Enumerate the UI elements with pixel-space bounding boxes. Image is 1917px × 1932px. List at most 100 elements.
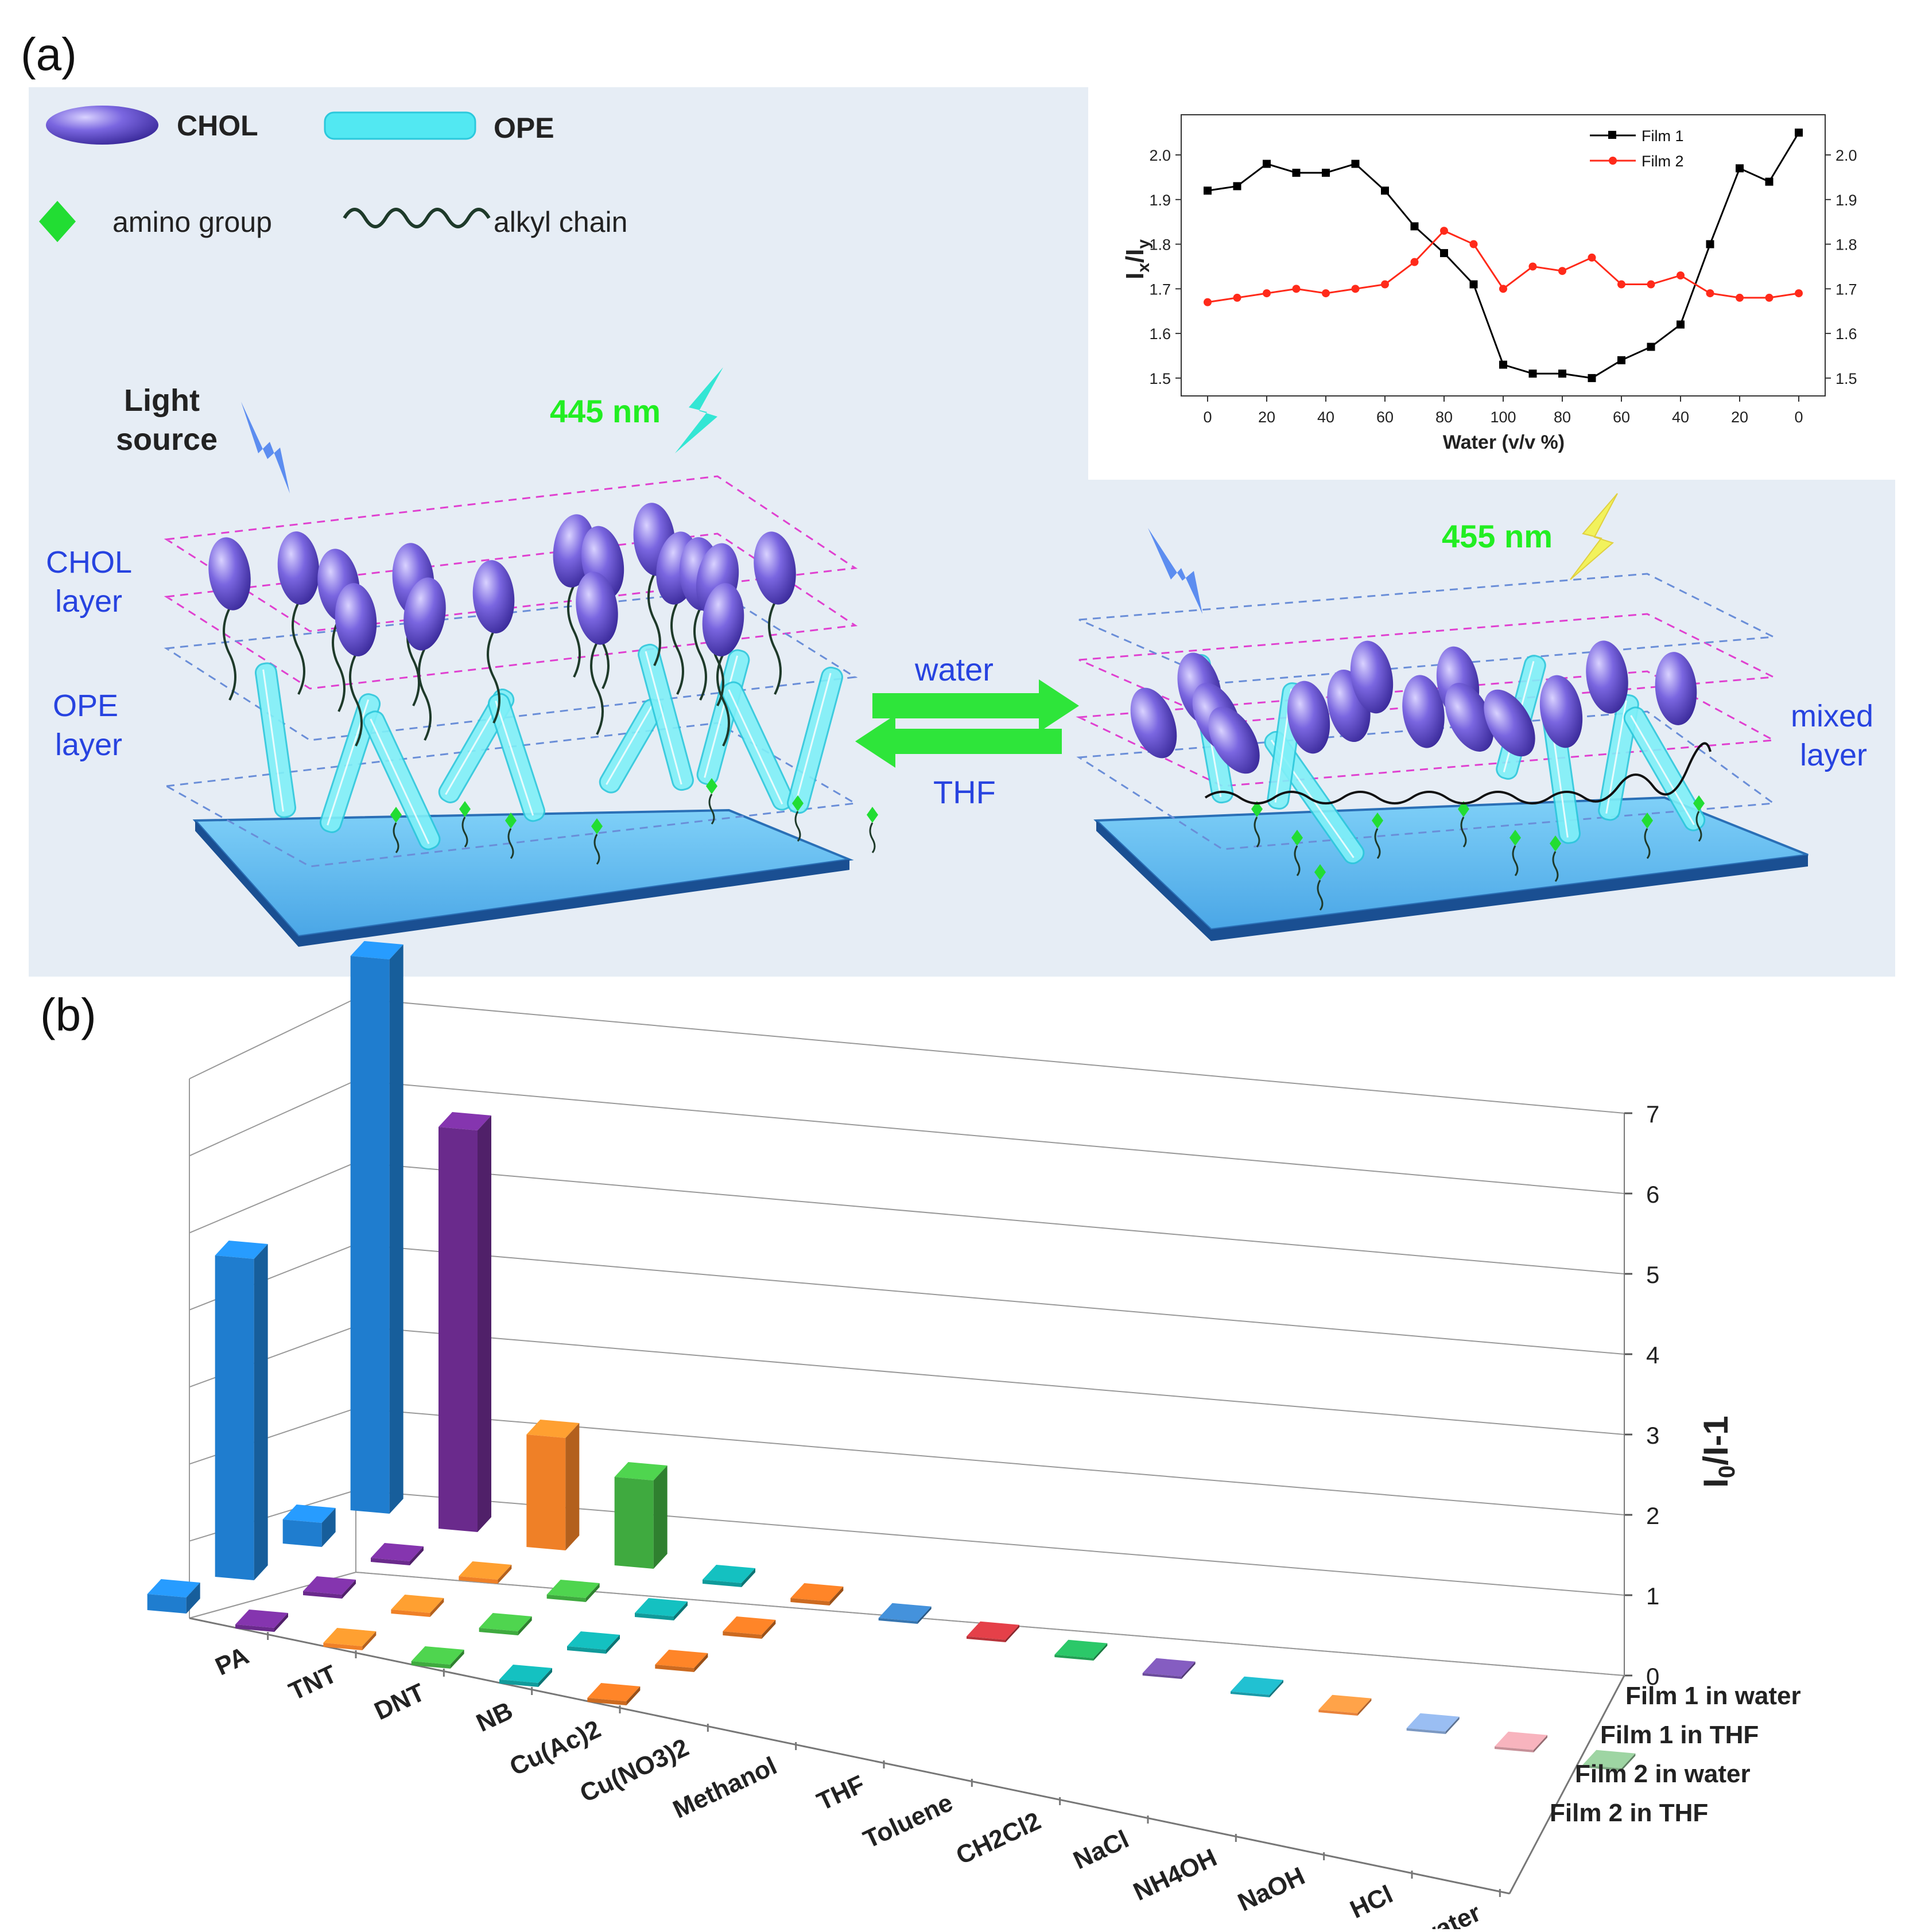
film1-point bbox=[1647, 343, 1655, 351]
bar-13-s0-side bbox=[1534, 1735, 1547, 1752]
bar-11-s0-front bbox=[1318, 1709, 1358, 1716]
amino-legend-icon bbox=[39, 201, 76, 242]
category-label: NaCl bbox=[1069, 1825, 1134, 1875]
amino-diamond bbox=[1642, 813, 1653, 829]
bar-3-s0-side bbox=[653, 1465, 668, 1569]
alkyl-chain bbox=[768, 602, 782, 695]
alkyl-chain bbox=[349, 654, 363, 747]
ope-rod-highlight bbox=[704, 655, 739, 778]
film2-point bbox=[1706, 289, 1714, 298]
left-film-diagram bbox=[164, 475, 878, 947]
amino-chain bbox=[1644, 828, 1651, 859]
bar-5-s2-front bbox=[655, 1665, 694, 1672]
inset-x-tick-label: 80 bbox=[1554, 409, 1571, 426]
ope-rod-highlight bbox=[262, 669, 284, 812]
bar-2-s2-side bbox=[430, 1598, 444, 1617]
bar-2-s0-front bbox=[526, 1435, 566, 1550]
film2-point bbox=[1440, 227, 1448, 235]
amino-diamond bbox=[1291, 830, 1303, 846]
bar-6-s0-front bbox=[878, 1618, 918, 1624]
chol-ellipse bbox=[1130, 687, 1177, 759]
film2-point bbox=[1528, 262, 1537, 271]
series-label: Film 1 in water bbox=[1625, 1682, 1801, 1710]
inset-y-tick-label: 1.7 bbox=[1149, 281, 1171, 298]
z-tick-label: 6 bbox=[1646, 1181, 1659, 1208]
ope-layer-label-2: layer bbox=[55, 728, 122, 762]
light-bolt-right-icon bbox=[1148, 528, 1202, 614]
bar-0-s3-front bbox=[147, 1594, 187, 1614]
category-label: HCl bbox=[1346, 1880, 1397, 1924]
film2-point bbox=[1588, 253, 1596, 262]
inset-y-tick-label: 1.8 bbox=[1149, 236, 1171, 254]
chol-legend-icon bbox=[46, 106, 158, 145]
amino-chain bbox=[461, 817, 468, 848]
film2-point bbox=[1469, 240, 1478, 248]
ope-rod-body bbox=[488, 693, 545, 822]
bar-5-s1-front bbox=[723, 1631, 762, 1639]
chol-ellipse bbox=[1539, 675, 1583, 748]
ope-rod bbox=[488, 693, 545, 822]
amino-diamond bbox=[1372, 813, 1383, 829]
film2-point bbox=[1765, 293, 1774, 302]
bar-2-s0-side bbox=[565, 1423, 580, 1550]
ope-rod bbox=[254, 662, 297, 818]
grid-line-back bbox=[355, 1325, 1625, 1435]
bar-3-s2-side bbox=[518, 1616, 532, 1635]
right-molecules bbox=[1130, 640, 1712, 911]
alkyl-chain bbox=[332, 619, 346, 712]
left-plane-chol bbox=[164, 532, 858, 690]
bar-12-s0-front bbox=[1406, 1728, 1446, 1734]
forward-arrow bbox=[872, 679, 1079, 732]
inset-y-tick-label-right: 2.0 bbox=[1835, 147, 1857, 164]
chol-ellipse bbox=[576, 572, 618, 645]
emission-left-label: 445 nm bbox=[550, 393, 661, 429]
bar-0-s3-top bbox=[147, 1579, 200, 1597]
light-source-label-1: Light bbox=[124, 383, 200, 418]
inset-background bbox=[1088, 87, 1895, 480]
grid-line-left bbox=[189, 1161, 356, 1234]
amino-chain bbox=[1374, 828, 1381, 859]
legend-chol-label: CHOL bbox=[177, 110, 258, 142]
z-tick-label: 0 bbox=[1646, 1663, 1659, 1690]
legend-alkyl-label: alkyl chain bbox=[494, 206, 627, 238]
bar-2-s3-top bbox=[323, 1628, 377, 1646]
ope-rod-highlight bbox=[370, 718, 430, 845]
amino-chain bbox=[1460, 817, 1467, 848]
inset-x-tick-label: 80 bbox=[1435, 409, 1453, 426]
series-label: Film 1 in THF bbox=[1600, 1721, 1759, 1749]
bar-13-s0-front bbox=[1495, 1746, 1534, 1752]
inset-x-tick-label: 60 bbox=[1613, 409, 1630, 426]
inset-y-axis-label: Ix/Iy bbox=[1121, 239, 1153, 279]
category-label: NB bbox=[472, 1697, 517, 1737]
tangled-chains bbox=[1204, 742, 1712, 804]
chol-ellipse bbox=[1655, 652, 1697, 725]
bar-1-s3-front bbox=[235, 1624, 274, 1632]
bar-3-s3-top bbox=[411, 1646, 464, 1665]
legend-panel-a: CHOL OPE amino group alkyl chain bbox=[39, 106, 627, 242]
bar-1-s2-side bbox=[342, 1580, 356, 1599]
ope-rod bbox=[721, 681, 794, 811]
inset-y-tick-label: 1.9 bbox=[1149, 192, 1171, 209]
right-film-diagram bbox=[1076, 573, 1809, 941]
bar-3-s3-front bbox=[411, 1661, 451, 1669]
bar-5-s3-side bbox=[626, 1686, 641, 1705]
light-source-label-2: source bbox=[116, 422, 218, 457]
bar-0-s1-top bbox=[282, 1505, 336, 1523]
inset-y-tick-label: 1.5 bbox=[1149, 370, 1171, 387]
bar-3-s1-top bbox=[546, 1580, 600, 1598]
category-label: Methanol bbox=[669, 1752, 781, 1824]
grid-line-back bbox=[355, 998, 1625, 1114]
amino-diamond bbox=[505, 813, 517, 829]
chol-ellipse bbox=[1208, 706, 1260, 774]
film2-point bbox=[1736, 293, 1744, 302]
film1-point bbox=[1204, 186, 1212, 195]
z-tick-label: 4 bbox=[1646, 1342, 1659, 1369]
bar-chart-bars bbox=[147, 941, 1636, 1771]
bar-1-s2-front bbox=[303, 1591, 342, 1599]
bar-0-s0-top bbox=[350, 941, 403, 959]
bar-14-s0-front bbox=[1582, 1764, 1622, 1771]
chol-ellipse bbox=[1402, 675, 1445, 748]
